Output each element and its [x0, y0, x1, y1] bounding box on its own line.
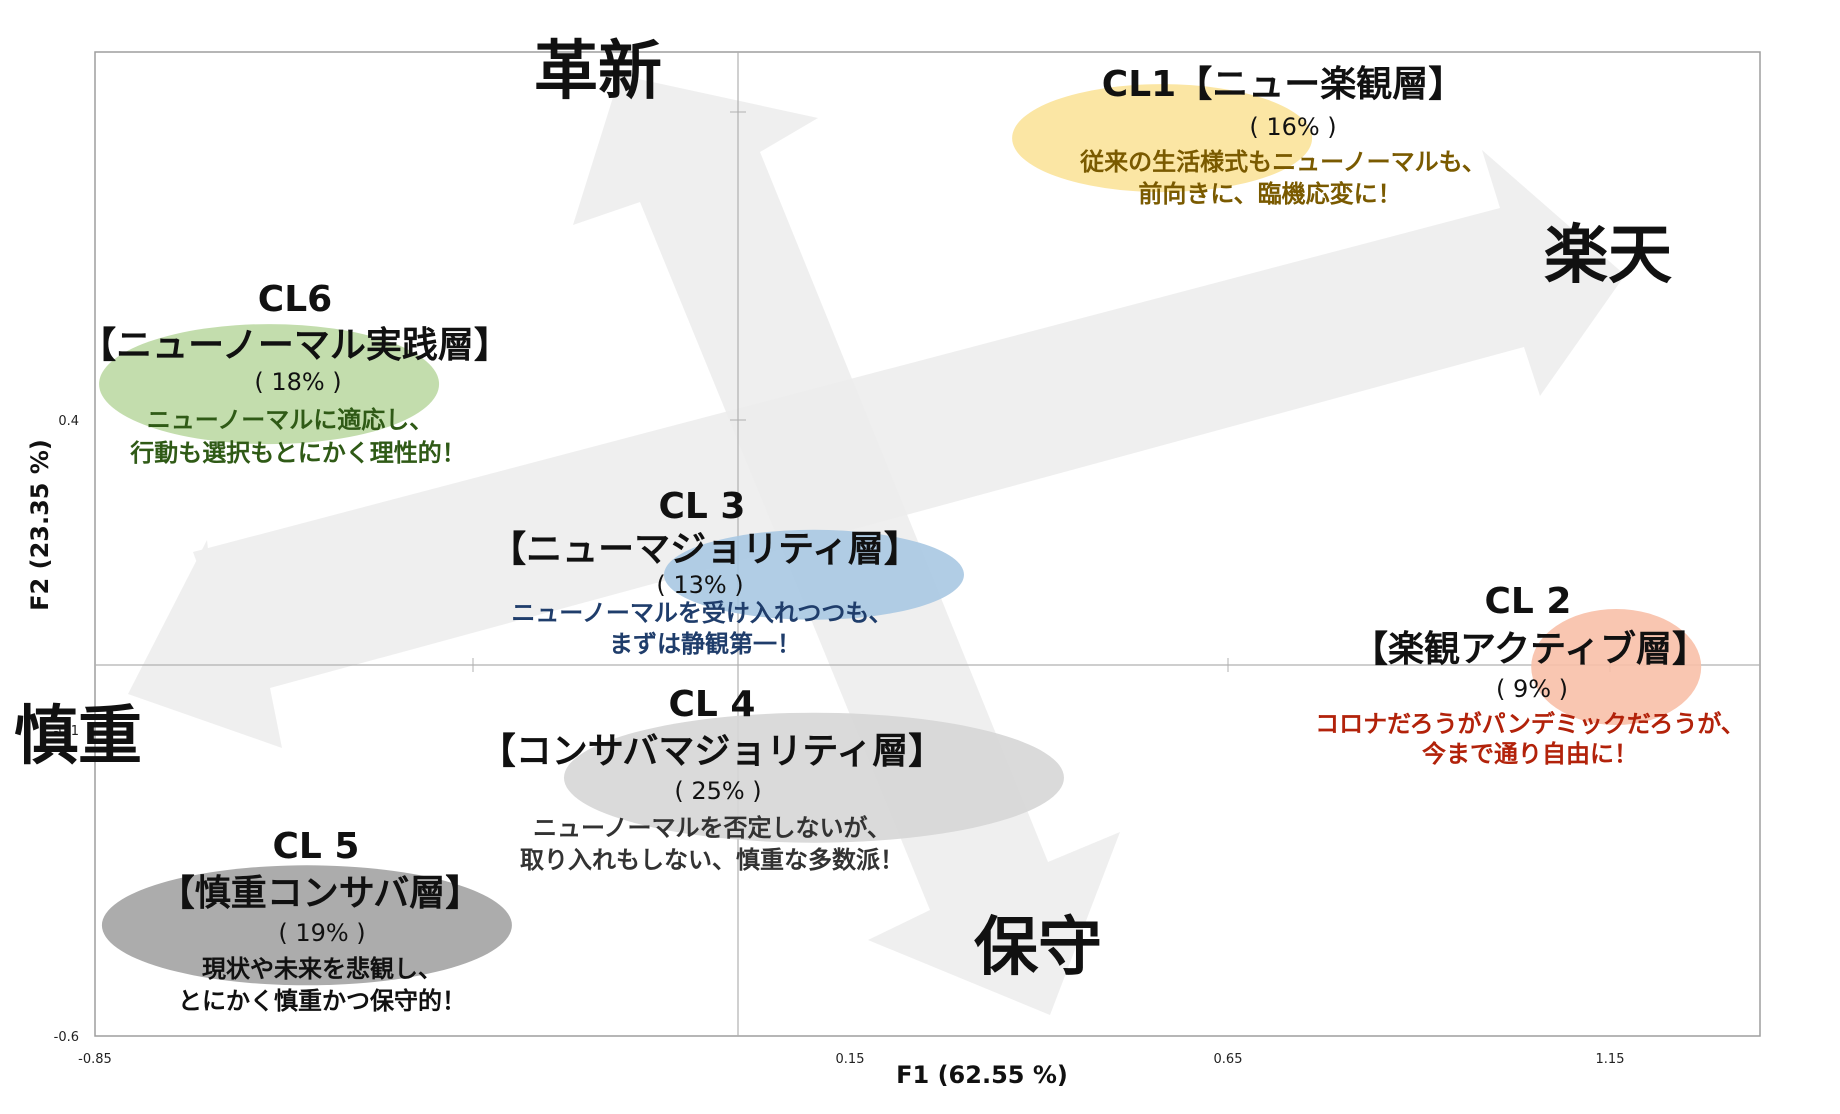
- y-tick-label: -0.6: [54, 1030, 79, 1045]
- cluster-title: CL 2: [1485, 581, 1572, 622]
- cluster-share: ( 25% ): [674, 777, 761, 805]
- cluster-subtitle: 【楽観アクティブ層】: [1352, 628, 1708, 670]
- cluster-ellipse: [101, 865, 512, 986]
- cluster-subtitle: 【コンサバマジョリティ層】: [480, 731, 944, 772]
- cluster-share: ( 18% ): [254, 368, 341, 396]
- cluster-title: CL 3: [659, 486, 746, 527]
- cluster-title: CL 4: [669, 684, 756, 725]
- cluster-title: CL1【ニュー楽観層】: [1102, 64, 1464, 105]
- cluster-description: ニューノーマルを受け入れつつも、: [511, 599, 892, 627]
- cluster-description: 今まで通り自由に！: [1422, 740, 1638, 768]
- plot-frame: [94, 51, 1761, 1037]
- cluster-description: 従来の生活様式もニューノーマルも、: [1079, 148, 1486, 176]
- cluster-description: 取り入れもしない、慎重な多数派！: [520, 846, 904, 874]
- cluster-description: ニューノーマルを否定しないが、: [533, 814, 891, 842]
- x-tick-label: 0.65: [1214, 1052, 1243, 1067]
- cluster-subtitle: 【ニューノーマル実践層】: [80, 325, 510, 366]
- cluster-description: 現状や未来を悲観し、: [202, 955, 442, 983]
- cluster-share: ( 13% ): [656, 571, 743, 599]
- cluster-ellipse: [663, 529, 964, 620]
- cluster-description: 行動も選択もとにかく理性的！: [129, 439, 466, 467]
- cluster-subtitle: 【慎重コンサバ層】: [159, 873, 482, 914]
- cluster-share: ( 16% ): [1249, 113, 1336, 141]
- cluster-description: 前向きに、臨機応変に！: [1138, 180, 1401, 208]
- direction-label-right: 楽天: [1544, 219, 1672, 293]
- y-tick-label: -0.1: [54, 724, 79, 739]
- cluster-ellipse: [1012, 84, 1313, 193]
- cluster-ellipse: [563, 712, 1064, 843]
- cluster-description: とにかく慎重かつ保守的！: [178, 987, 466, 1015]
- cluster-title: CL6: [258, 279, 332, 320]
- y-axis-title: F2 (23.35 %): [26, 439, 54, 611]
- y-tick-label: 0.4: [58, 414, 79, 429]
- cluster-share: ( 19% ): [278, 919, 365, 947]
- x-axis-title: F1 (62.55 %): [896, 1061, 1068, 1089]
- cluster-ellipses: [99, 84, 1702, 986]
- direction-label-up: 革新: [534, 35, 662, 109]
- cluster-ellipse: [99, 324, 440, 445]
- cluster-share: ( 9% ): [1496, 675, 1568, 703]
- x-tick-label: -0.85: [78, 1052, 112, 1067]
- cluster-title: CL 5: [273, 826, 360, 867]
- direction-label-down: 保守: [974, 911, 1102, 985]
- cluster-labels: CL1【ニュー楽観層】 ( 16% ) 従来の生活様式もニューノーマルも、 前向…: [80, 64, 1745, 1015]
- cluster-description: ニューノーマルに適応し、: [147, 406, 434, 434]
- cluster-description: まずは静観第一！: [609, 630, 801, 658]
- cluster-subtitle: 【ニューマジョリティ層】: [490, 529, 920, 570]
- cluster-description: コロナだろうがパンデミックだろうが、: [1315, 710, 1745, 738]
- direction-label-left: 慎重: [14, 700, 142, 774]
- x-tick-label: 0.15: [836, 1052, 865, 1067]
- x-tick-label: 1.15: [1596, 1052, 1625, 1067]
- cluster-ellipse: [1531, 609, 1702, 725]
